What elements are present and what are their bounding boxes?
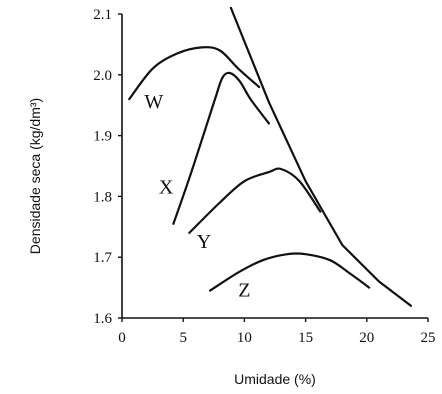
saturation-line <box>229 6 412 307</box>
x-tick-label: 20 <box>359 330 374 346</box>
axes <box>121 14 428 319</box>
curve-y <box>188 167 322 234</box>
series-label-x: X <box>159 176 174 198</box>
y-tick-label: 1.7 <box>93 250 112 266</box>
x-tick-label: 25 <box>421 330 436 346</box>
curve-x <box>172 71 270 225</box>
y-tick-label: 1.8 <box>93 189 112 205</box>
curve-z <box>209 252 371 292</box>
x-tick-label: 0 <box>118 330 126 346</box>
y-tick-label: 1.9 <box>93 129 112 145</box>
y-tick-label: 2.0 <box>93 68 112 84</box>
ticks: 0 5 10 15 20 25 1.6 1.7 1.8 1.9 2.0 2.1 <box>93 7 435 346</box>
series-label-w: W <box>144 91 163 113</box>
x-tick-label: 10 <box>237 330 252 346</box>
series-labels: W X Y Z <box>144 91 250 301</box>
curve-w <box>128 46 261 101</box>
series-curves <box>128 6 412 307</box>
x-tick-label: 15 <box>298 330 313 346</box>
x-tick-label: 5 <box>179 330 187 346</box>
series-label-y: Y <box>197 231 211 253</box>
y-axis-title: Densidade seca (kg/dm³) <box>27 98 43 254</box>
x-axis-title: Umidade (%) <box>234 371 316 387</box>
y-tick-label: 2.1 <box>93 7 112 23</box>
y-tick-label: 1.6 <box>93 311 112 327</box>
series-label-z: Z <box>238 280 250 302</box>
